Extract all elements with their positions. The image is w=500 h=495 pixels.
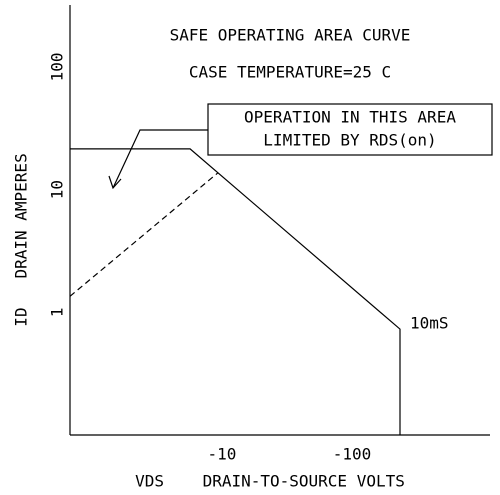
x-tick-label: -100 — [333, 445, 372, 464]
y-axis-label: ID DRAIN AMPERES — [12, 153, 31, 326]
x-axis-label: VDS DRAIN-TO-SOURCE VOLTS — [135, 472, 405, 491]
y-tick-label: 100 — [48, 53, 67, 82]
data-line — [69, 172, 219, 297]
y-tick-label: 1 — [48, 308, 67, 318]
y-tick-label: 10 — [48, 180, 67, 199]
arrow-head — [108, 175, 122, 190]
chart-subtitle: CASE TEMPERATURE=25 C — [189, 63, 391, 82]
chart-title: SAFE OPERATING AREA CURVE — [170, 26, 411, 45]
data-line — [70, 148, 401, 435]
annotation: OPERATION IN THIS AREA — [244, 108, 456, 127]
annotation-arrow — [112, 129, 208, 189]
x-tick-label: -10 — [207, 445, 236, 464]
annotation: 10mS — [410, 314, 449, 333]
annotation: LIMITED BY RDS(on) — [263, 131, 436, 150]
